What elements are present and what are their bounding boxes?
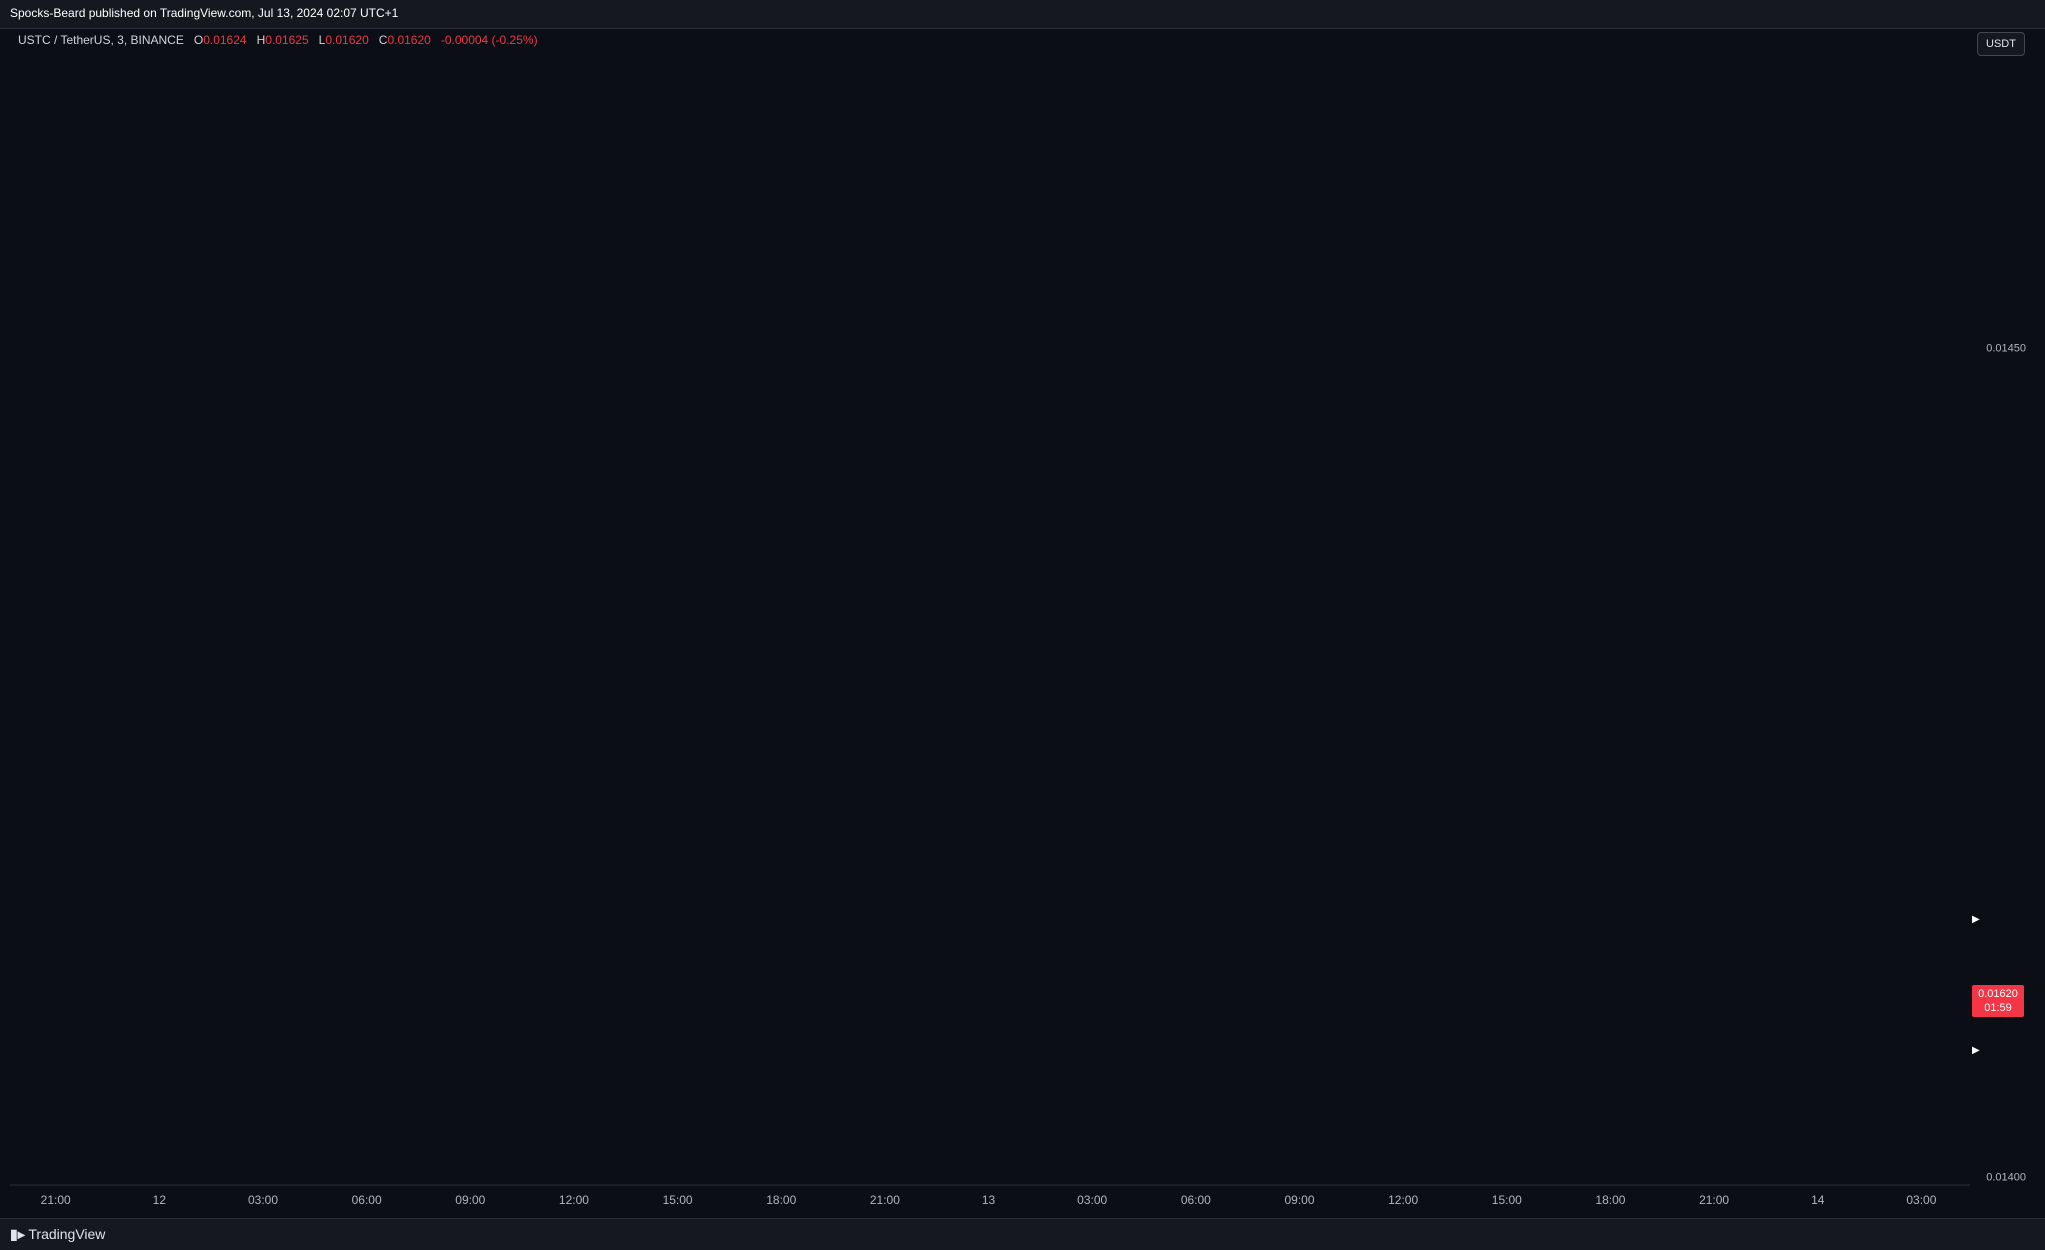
change-value: -0.00004 (-0.25%) bbox=[440, 33, 538, 47]
bar-countdown: 01:59 bbox=[1984, 1002, 2012, 1014]
time-tick-label: 12:00 bbox=[559, 1193, 589, 1207]
time-tick-label: 03:00 bbox=[1077, 1193, 1107, 1207]
tradingview-logo[interactable]: ▮▸ TradingView bbox=[10, 1226, 105, 1243]
tv-icon: ▮▸ bbox=[10, 1226, 25, 1242]
time-tick-label: 18:00 bbox=[766, 1193, 796, 1207]
publish-title: Spocks-Beard published on TradingView.co… bbox=[10, 6, 399, 20]
footer-bar: ▮▸ TradingView bbox=[0, 1218, 2045, 1250]
high-label: H bbox=[256, 33, 266, 47]
time-tick-label: 21:00 bbox=[1699, 1193, 1729, 1207]
current-price-tag: 0.01620 01:59 bbox=[1972, 985, 2024, 1017]
ohlc-legend: USTC / TetherUS, 3, BINANCE O0.01624 H0.… bbox=[18, 33, 538, 47]
price-tick-label: 0.01450 bbox=[1986, 343, 2026, 355]
current-price-value: 0.01620 bbox=[1978, 988, 2018, 1000]
close-label: C bbox=[378, 33, 388, 47]
low-value: 0.01620 bbox=[325, 33, 369, 47]
price-tick-label: 0.01400 bbox=[1986, 1172, 2026, 1184]
time-tick-label: 21:00 bbox=[41, 1193, 71, 1207]
time-tick-label: 03:00 bbox=[1906, 1193, 1936, 1207]
time-tick-label: 21:00 bbox=[870, 1193, 900, 1207]
time-tick-label: 09:00 bbox=[1284, 1193, 1314, 1207]
time-tick-label: 15:00 bbox=[663, 1193, 693, 1207]
high-value: 0.01625 bbox=[265, 33, 309, 47]
low-label: L bbox=[318, 33, 326, 47]
time-tick-label: 12:00 bbox=[1388, 1193, 1418, 1207]
open-label: O bbox=[193, 33, 204, 47]
publish-header: Spocks-Beard published on TradingView.co… bbox=[0, 0, 2045, 29]
time-tick-label: 06:00 bbox=[1181, 1193, 1211, 1207]
time-tick-label: 14 bbox=[1811, 1193, 1825, 1207]
time-tick-label: 12 bbox=[153, 1193, 167, 1207]
open-value: 0.01624 bbox=[203, 33, 247, 47]
brand-name: TradingView bbox=[28, 1226, 106, 1242]
axis-marker-icon: ▶ bbox=[1972, 914, 1980, 925]
currency-unit-button[interactable]: USDT bbox=[1977, 32, 2025, 56]
close-value: 0.01620 bbox=[387, 33, 431, 47]
symbol-name[interactable]: USTC / TetherUS, 3, BINANCE bbox=[18, 33, 184, 47]
time-tick-label: 18:00 bbox=[1595, 1193, 1625, 1207]
time-tick-label: 09:00 bbox=[455, 1193, 485, 1207]
time-tick-label: 15:00 bbox=[1492, 1193, 1522, 1207]
time-tick-label: 06:00 bbox=[352, 1193, 382, 1207]
time-tick-label: 13 bbox=[982, 1193, 996, 1207]
axis-marker-icon: ▶ bbox=[1972, 1045, 1980, 1056]
plot-area bbox=[10, 28, 1970, 1185]
time-tick-label: 03:00 bbox=[248, 1193, 278, 1207]
